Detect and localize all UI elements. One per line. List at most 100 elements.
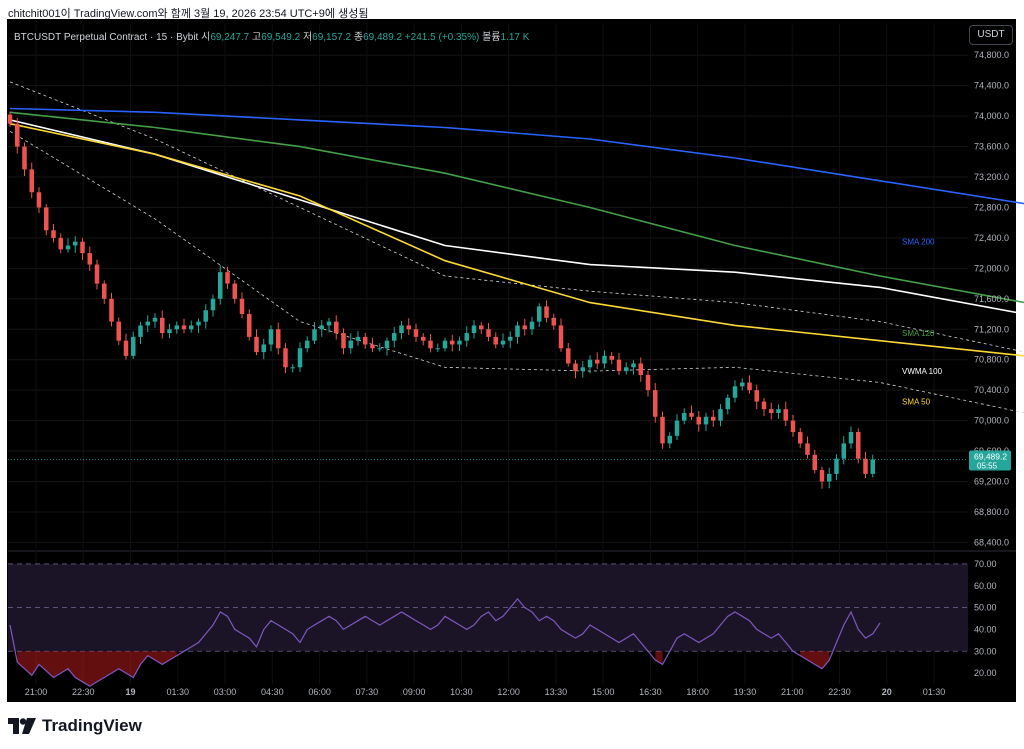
candle-body bbox=[769, 409, 774, 413]
candle-body bbox=[94, 264, 100, 284]
price-tick-label: 74,400.0 bbox=[974, 81, 1009, 91]
candle-body bbox=[123, 340, 129, 356]
indicator-lines: SMA 200 SMA 120 VWMA 100 SMA 50 bbox=[9, 81, 1024, 414]
price-tick-label: 69,200.0 bbox=[974, 476, 1009, 486]
price-tick-label: 68,400.0 bbox=[974, 537, 1009, 547]
candle-body bbox=[660, 416, 665, 444]
low-value: 69,157.2 bbox=[312, 32, 352, 43]
time-tick-label: 18:00 bbox=[686, 687, 709, 697]
candle-body bbox=[341, 333, 346, 349]
rsi-tick-label: 30.00 bbox=[974, 646, 997, 656]
candle-body bbox=[181, 325, 187, 330]
rsi-pane: 70.00 60.00 50.00 40.00 30.00 20.00 bbox=[8, 559, 997, 687]
candle-body bbox=[51, 230, 56, 238]
candle-body bbox=[348, 340, 353, 349]
candle-body bbox=[834, 458, 839, 474]
time-tick-label: 21:00 bbox=[781, 687, 804, 697]
candle-body bbox=[827, 473, 832, 482]
rsi-tick-label: 20.00 bbox=[974, 668, 997, 678]
candle-body bbox=[471, 325, 477, 334]
currency-button[interactable]: USDT bbox=[969, 25, 1013, 45]
vwma-100-line bbox=[9, 119, 1024, 315]
candle-body bbox=[363, 336, 368, 345]
high-value: 69,549.2 bbox=[261, 32, 301, 43]
candle-body bbox=[703, 416, 709, 425]
page-caption: chitchit001이 TradingView.com와 함께 3월 19, … bbox=[8, 8, 369, 20]
time-tick-label: 10:30 bbox=[450, 687, 473, 697]
high-label: 고 bbox=[252, 32, 262, 43]
candle-body bbox=[747, 382, 752, 391]
sma-120-label: SMA 120 bbox=[902, 329, 935, 338]
rsi-tick-label: 60.00 bbox=[974, 581, 997, 591]
candle-body bbox=[102, 283, 107, 299]
time-tick-label: 04:30 bbox=[261, 687, 284, 697]
candle-body bbox=[783, 409, 788, 421]
candle-body bbox=[334, 321, 339, 334]
candle-body bbox=[609, 355, 614, 360]
candle-body bbox=[515, 325, 520, 337]
candle-body bbox=[109, 298, 114, 322]
candle-body bbox=[718, 409, 723, 421]
sma-120-line bbox=[9, 111, 1024, 304]
candle-body bbox=[798, 432, 803, 444]
candle-body bbox=[15, 123, 20, 147]
candle-body bbox=[450, 340, 455, 345]
time-axis: 21:00 22:30 19 01:30 03:00 04:30 06:00 07:30 09:… bbox=[25, 687, 946, 697]
candle-body bbox=[566, 348, 571, 364]
time-tick-label: 15:00 bbox=[592, 687, 615, 697]
candle-body bbox=[276, 329, 281, 349]
candle-body bbox=[116, 321, 121, 341]
candle-body bbox=[595, 359, 600, 364]
rsi-oversold-fill bbox=[655, 651, 663, 665]
candle-body bbox=[638, 363, 643, 375]
candle-body bbox=[167, 329, 172, 334]
candle-body bbox=[776, 409, 781, 413]
time-tick-label: 19:30 bbox=[734, 687, 757, 697]
candle-body bbox=[203, 310, 208, 322]
candle-body bbox=[841, 443, 846, 459]
candle-body bbox=[761, 401, 767, 410]
price-tick-label: 72,800.0 bbox=[974, 202, 1009, 212]
price-tick-label: 72,400.0 bbox=[974, 233, 1009, 243]
candle-body bbox=[754, 390, 759, 402]
candle-body bbox=[87, 253, 92, 265]
price-badge-value: 69,489.2 bbox=[974, 451, 1007, 461]
candle-body bbox=[819, 470, 825, 482]
price-tick-label: 74,000.0 bbox=[974, 111, 1009, 121]
candle-body bbox=[631, 363, 636, 368]
tradingview-logo[interactable]: TradingView bbox=[8, 716, 142, 736]
candle-body bbox=[254, 336, 259, 353]
candle-body bbox=[160, 317, 165, 334]
volume-value: 1.17 K bbox=[500, 32, 530, 43]
time-tick-label: 09:00 bbox=[403, 687, 426, 697]
candle-body bbox=[464, 333, 469, 341]
candle-body bbox=[587, 359, 593, 368]
candle-body bbox=[196, 321, 201, 326]
volume-label: 볼륨 bbox=[482, 32, 501, 43]
tradingview-logo-icon bbox=[8, 718, 36, 734]
price-tick-label: 74,800.0 bbox=[974, 50, 1009, 60]
time-tick-label: 07:30 bbox=[356, 687, 379, 697]
candle-body bbox=[508, 336, 513, 341]
candle-body bbox=[138, 325, 143, 337]
candle-body bbox=[790, 420, 796, 433]
tradingview-logo-text: TradingView bbox=[42, 716, 142, 735]
candle-body bbox=[711, 416, 716, 421]
candlesticks bbox=[7, 111, 968, 489]
candle-body bbox=[529, 321, 535, 330]
candle-body bbox=[624, 367, 629, 372]
candle-body bbox=[406, 325, 411, 330]
sma-50-label: SMA 50 bbox=[902, 398, 931, 407]
candle-body bbox=[479, 325, 484, 330]
candle-body bbox=[392, 333, 397, 341]
candle-body bbox=[377, 348, 382, 350]
candle-body bbox=[442, 340, 448, 349]
candle-body bbox=[73, 241, 78, 246]
price-tick-label: 73,200.0 bbox=[974, 172, 1009, 182]
symbol-title[interactable]: BTCUSDT Perpetual Contract · 15 · Bybit bbox=[14, 32, 199, 43]
candle-body bbox=[29, 169, 34, 193]
rsi-tick-label: 70.00 bbox=[974, 559, 997, 569]
candle-body bbox=[7, 114, 13, 124]
sma-200-line bbox=[9, 107, 1024, 205]
